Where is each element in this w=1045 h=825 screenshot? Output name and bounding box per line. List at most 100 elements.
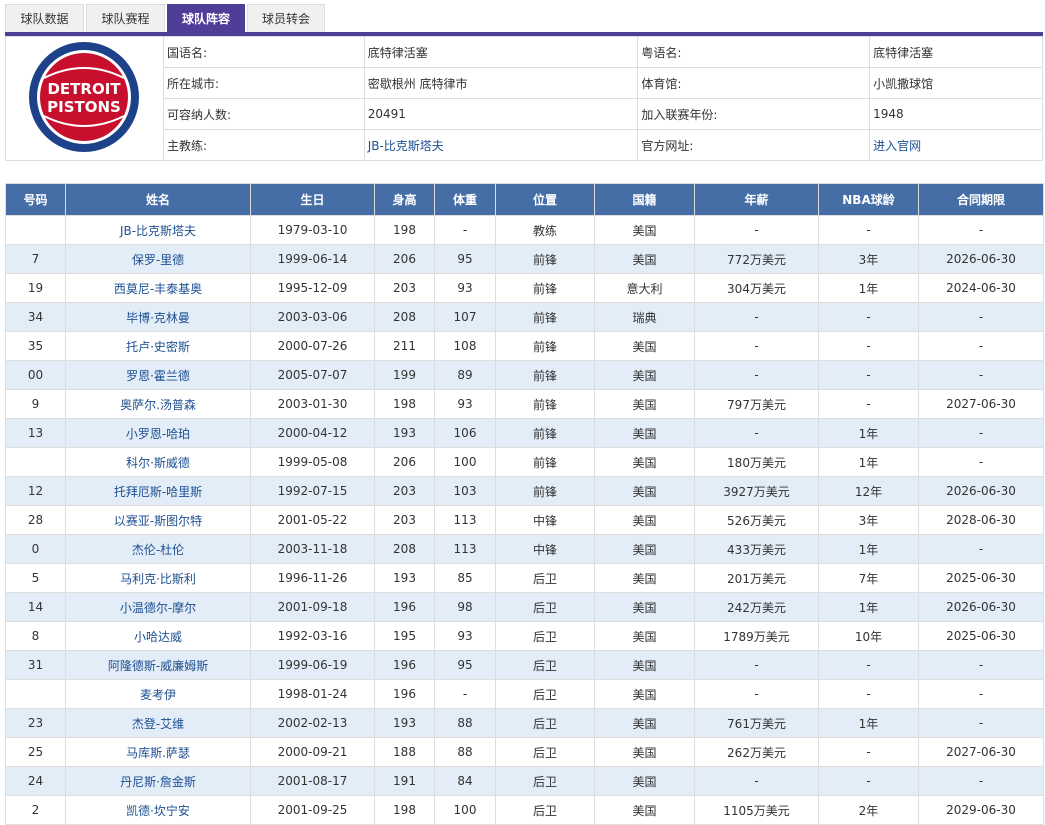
cell-contract-end: 2025-06-30 (918, 621, 1044, 651)
cell-position: 教练 (495, 215, 595, 245)
cell-nba-years: 1年 (818, 708, 919, 738)
cell-nba-years: 3年 (818, 505, 919, 535)
player-link[interactable]: 凯德·坎宁安 (126, 803, 190, 818)
cell-nba-years: - (818, 215, 919, 245)
team-logo: DETROIT PISTONS (5, 36, 164, 161)
cell-salary: 262万美元 (694, 737, 819, 767)
cell-position: 前锋 (495, 302, 595, 332)
cell-nationality: 美国 (594, 766, 695, 796)
cell-number: 00 (5, 360, 66, 390)
player-link[interactable]: 托拜厄斯-哈里斯 (113, 484, 203, 499)
cell-height: 206 (374, 244, 435, 274)
cell-contract-end: 2028-06-30 (918, 505, 1044, 535)
cell-position: 后卫 (495, 708, 595, 738)
player-link[interactable]: 马利克·比斯利 (120, 571, 196, 586)
cell-birthday: 2000-07-26 (250, 331, 375, 361)
player-link[interactable]: 保罗-里德 (131, 252, 185, 267)
cell-nationality: 意大利 (594, 273, 695, 303)
player-link[interactable]: 毕博·克林曼 (126, 310, 190, 325)
cell-position: 前锋 (495, 273, 595, 303)
cell-position: 后卫 (495, 592, 595, 622)
team-info-table: DETROIT PISTONS 国语名: 底特律活塞 粤语名: 底特律活塞 所在… (5, 36, 1043, 161)
cell-salary: 797万美元 (694, 389, 819, 419)
head-coach-link[interactable]: JB-比克斯塔夫 (367, 138, 444, 153)
cell-contract-end: 2024-06-30 (918, 273, 1044, 303)
tab-team-schedule[interactable]: 球队赛程 (86, 4, 165, 32)
cell-contract-end: - (918, 215, 1044, 245)
cell-height: 199 (374, 360, 435, 390)
cell-name: 科尔·斯威德 (65, 447, 251, 477)
player-link[interactable]: 马库斯.萨瑟 (126, 745, 190, 760)
cell-nationality: 美国 (594, 737, 695, 767)
player-link[interactable]: 奥萨尔.汤普森 (120, 397, 196, 412)
cell-name: 凯德·坎宁安 (65, 795, 251, 825)
tab-team-data[interactable]: 球队数据 (5, 4, 84, 32)
official-site-link[interactable]: 进入官网 (873, 138, 922, 153)
table-row: 麦考伊 1998-01-24 196- 后卫 美国 - - - (5, 679, 1044, 709)
cell-weight: 89 (434, 360, 496, 390)
table-row: 5 马利克·比斯利 1996-11-26 193 85 后卫 美国 201万美元 7年 2025-… (5, 563, 1044, 593)
cell-name: 托拜厄斯-哈里斯 (65, 476, 251, 506)
cell-nba-years: 12年 (818, 476, 919, 506)
cell-birthday: 2000-04-12 (250, 418, 375, 448)
cell-position: 后卫 (495, 795, 595, 825)
tab-bar: 球队数据 球队赛程 球队阵容 球员转会 (5, 4, 327, 32)
cell-name: 毕博·克林曼 (65, 302, 251, 332)
player-link[interactable]: 小哈达威 (133, 629, 182, 644)
tab-team-roster[interactable]: 球队阵容 (167, 4, 245, 32)
cell-birthday: 1992-03-16 (250, 621, 375, 651)
cell-name: 杰登-艾维 (65, 708, 251, 738)
player-link[interactable]: 杰登-艾维 (131, 716, 185, 731)
cell-number: 34 (5, 302, 66, 332)
player-link[interactable]: 罗恩·霍兰德 (126, 368, 190, 383)
cell-height: 191 (374, 766, 435, 796)
label-official-site: 官方网址: (637, 129, 871, 161)
cell-contract-end: - (918, 534, 1044, 564)
cell-salary: - (694, 331, 819, 361)
cell-position: 后卫 (495, 737, 595, 767)
value-join-year: 1948 (869, 98, 1043, 130)
cell-name: 以赛亚-斯图尔特 (65, 505, 251, 535)
label-head-coach: 主教练: (162, 129, 365, 161)
cell-salary: 3927万美元 (694, 476, 819, 506)
pistons-logo-icon: DETROIT PISTONS (29, 42, 140, 152)
cell-number: 8 (5, 621, 66, 651)
cell-nba-years: 7年 (818, 563, 919, 593)
table-row: 23 杰登-艾维 2002-02-13 193 88 后卫 美国 761万美元 1年 - (5, 708, 1044, 738)
column-header-nationality: 国籍 (594, 183, 695, 216)
cell-contract-end: 2026-06-30 (918, 592, 1044, 622)
player-link[interactable]: 杰伦-杜伦 (131, 542, 185, 557)
cell-salary: 433万美元 (694, 534, 819, 564)
cell-birthday: 1979-03-10 (250, 215, 375, 245)
cell-weight: 106 (434, 418, 496, 448)
cell-height: 208 (374, 534, 435, 564)
cell-position: 后卫 (495, 766, 595, 796)
cell-number: 5 (5, 563, 66, 593)
cell-salary: 180万美元 (694, 447, 819, 477)
player-link[interactable]: 小罗恩-哈珀 (125, 426, 191, 441)
cell-height: 211 (374, 331, 435, 361)
svg-text:PISTONS: PISTONS (48, 98, 122, 116)
table-row: 24 丹尼斯·詹金斯 2001-08-17 191 84 后卫 美国 - - - (5, 766, 1044, 796)
cell-height: 203 (374, 476, 435, 506)
cell-salary: - (694, 650, 819, 680)
player-link[interactable]: 阿隆德斯-威廉姆斯 (107, 658, 209, 673)
cell-number: 28 (5, 505, 66, 535)
tab-player-transfers[interactable]: 球员转会 (247, 4, 325, 32)
column-header-number: 号码 (5, 183, 66, 216)
cell-weight: 108 (434, 331, 496, 361)
cell-name: 小温德尔-摩尔 (65, 592, 251, 622)
player-link[interactable]: 托卢·史密斯 (126, 339, 190, 354)
cell-nba-years: - (818, 650, 919, 680)
player-link[interactable]: 西莫尼-丰泰基奥 (113, 281, 203, 296)
player-link[interactable]: 麦考伊 (139, 687, 176, 702)
player-link[interactable]: 科尔·斯威德 (126, 455, 190, 470)
player-link[interactable]: JB-比克斯塔夫 (119, 223, 197, 238)
cell-nba-years: 3年 (818, 244, 919, 274)
cell-birthday: 1996-11-26 (250, 563, 375, 593)
player-link[interactable]: 丹尼斯·詹金斯 (120, 774, 196, 789)
cell-name: 阿隆德斯-威廉姆斯 (65, 650, 251, 680)
cell-contract-end: 2026-06-30 (918, 476, 1044, 506)
player-link[interactable]: 以赛亚-斯图尔特 (113, 513, 203, 528)
player-link[interactable]: 小温德尔-摩尔 (119, 600, 197, 615)
